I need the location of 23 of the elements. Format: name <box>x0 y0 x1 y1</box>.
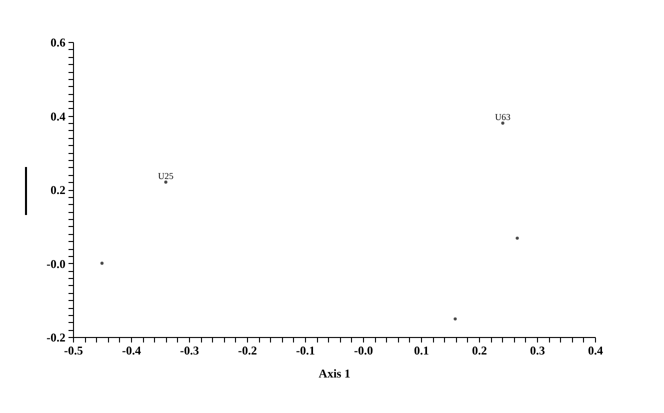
x-tick-label: 0.2 <box>472 344 487 358</box>
y-tick-label: -0.0 <box>46 256 66 271</box>
x-tick-label: 0.3 <box>530 344 545 358</box>
y-tick-label: 0.2 <box>50 183 66 197</box>
point <box>164 180 168 184</box>
x-tick-label: 0.1 <box>414 344 429 358</box>
y-tick-label: 0.4 <box>50 109 66 124</box>
x-tick-label: -0.5 <box>64 344 83 358</box>
x-tick-label: -0.4 <box>122 344 141 358</box>
y-tick-label: -0.2 <box>46 330 66 344</box>
x-tick-label: 0.4 <box>588 344 603 358</box>
point <box>454 317 457 321</box>
x-tick-label: -0.1 <box>296 344 315 358</box>
point <box>516 236 519 240</box>
x-axis-title: Axis 1 <box>318 366 350 380</box>
x-tick-label: -0.2 <box>238 344 257 358</box>
x-tick-label: -0.3 <box>180 344 199 358</box>
x-tick-label: -0.0 <box>354 344 373 358</box>
annotation: U63 <box>495 112 512 122</box>
point <box>501 122 504 125</box>
point <box>100 262 104 265</box>
y-tick-label: 0.6 <box>50 36 66 50</box>
annotation: U25 <box>158 171 174 182</box>
